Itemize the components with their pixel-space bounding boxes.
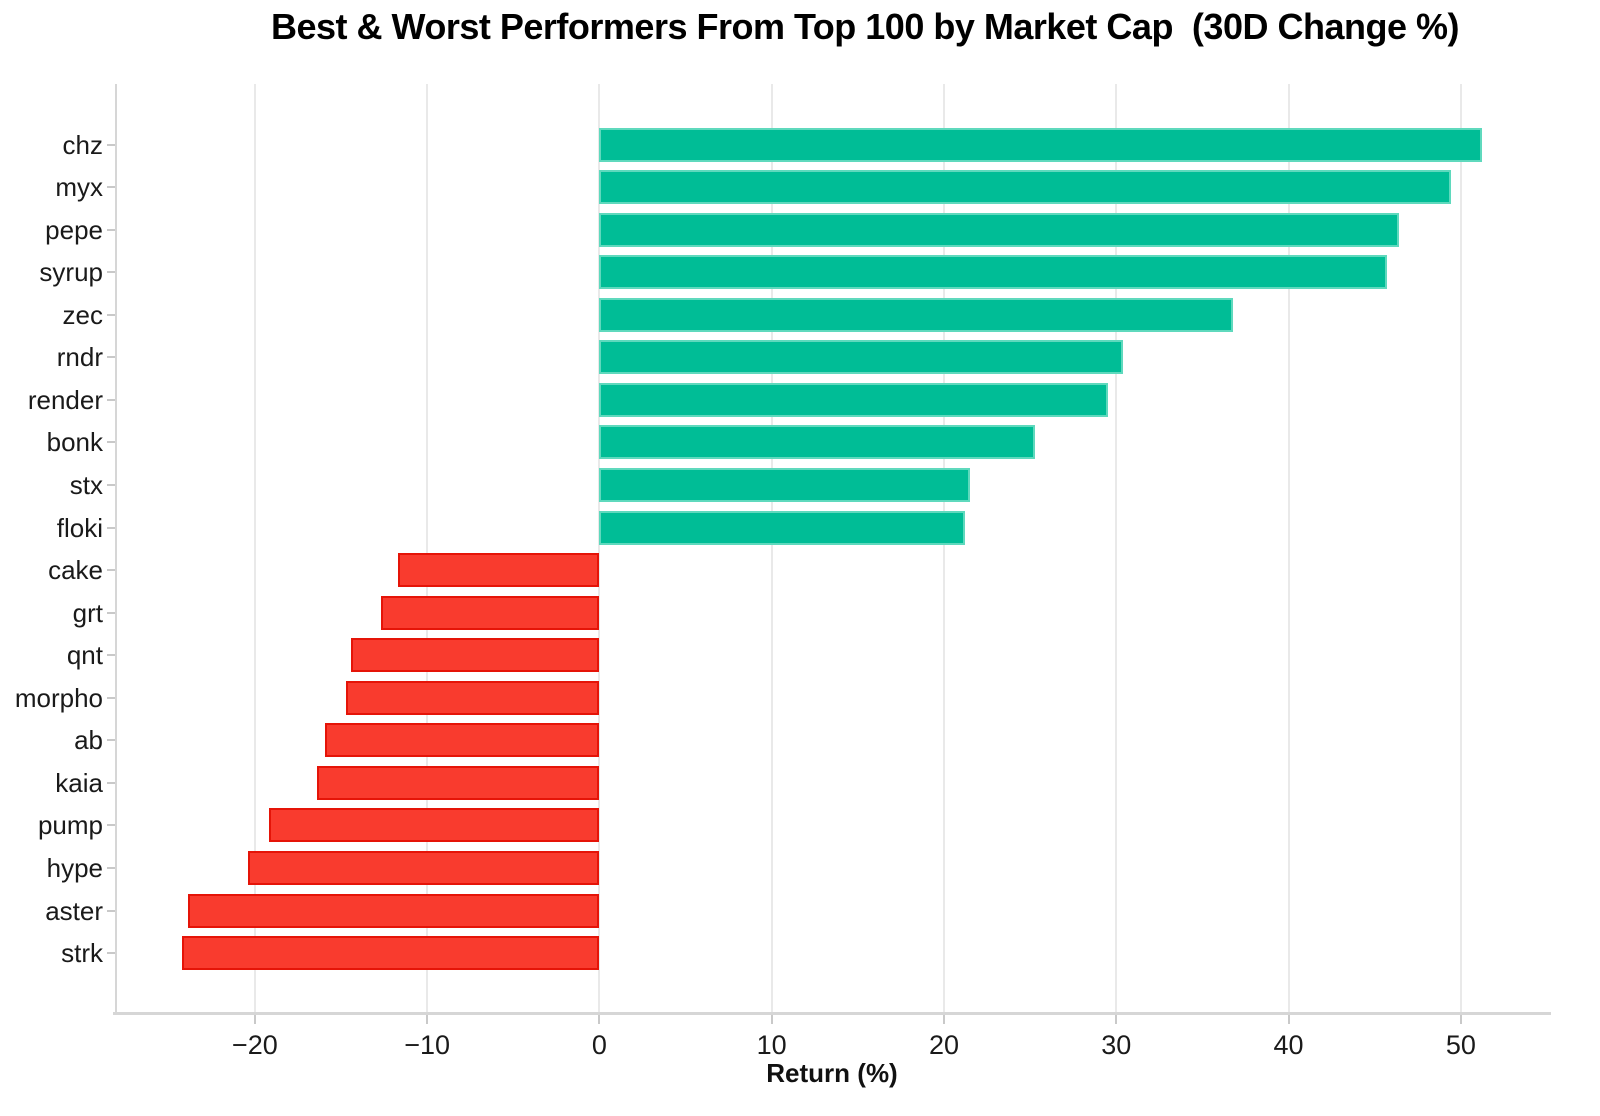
gridline-x--10 — [426, 84, 429, 1012]
bar-grt — [380, 595, 600, 630]
x-tick-mark — [1115, 1015, 1118, 1024]
x-tick-mark — [253, 1015, 256, 1024]
y-tick-mark — [107, 867, 115, 870]
y-tick-label-cake: cake — [48, 555, 103, 586]
gridline-x-30 — [1115, 84, 1118, 1012]
x-tick-label: 20 — [928, 1030, 959, 1060]
bar-hype — [247, 851, 600, 886]
y-tick-mark — [107, 228, 115, 231]
bar-morpho — [346, 680, 600, 715]
bar-chz — [599, 127, 1482, 162]
gridline-x-40 — [1287, 84, 1290, 1012]
y-tick-label-morpho: morpho — [14, 682, 103, 713]
y-tick-mark — [107, 398, 115, 401]
y-tick-label-aster: aster — [45, 895, 103, 926]
y-tick-mark — [107, 356, 115, 359]
chart-title: Best & Worst Performers From Top 100 by … — [271, 6, 1459, 47]
y-tick-mark — [107, 611, 115, 614]
y-tick-mark — [107, 441, 115, 444]
bar-strk — [182, 936, 600, 971]
gridline-x--20 — [253, 84, 256, 1012]
y-tick-label-bonk: bonk — [46, 427, 103, 458]
x-axis-label: Return (%) — [766, 1058, 898, 1088]
y-tick-label-syrup: syrup — [39, 257, 103, 288]
bar-aster — [187, 893, 600, 928]
y-tick-mark — [107, 824, 115, 827]
y-tick-mark — [107, 781, 115, 784]
x-tick-label: −20 — [231, 1030, 278, 1060]
y-axis-spine — [115, 84, 117, 1015]
y-tick-label-floki: floki — [56, 512, 103, 543]
y-tick-label-render: render — [27, 384, 103, 415]
bar-rndr — [599, 340, 1124, 375]
x-tick-mark — [1459, 1015, 1462, 1024]
y-tick-mark — [107, 143, 115, 146]
y-tick-mark — [107, 654, 115, 657]
y-tick-mark — [107, 739, 115, 742]
x-tick-label: 0 — [591, 1030, 607, 1060]
y-tick-label-myx: myx — [55, 172, 103, 203]
y-tick-mark — [107, 952, 115, 955]
y-tick-label-pump: pump — [37, 810, 103, 841]
bar-zec — [599, 297, 1234, 332]
y-tick-label-pepe: pepe — [45, 214, 103, 245]
x-tick-label: 40 — [1273, 1030, 1304, 1060]
y-tick-label-grt: grt — [72, 597, 103, 628]
bar-myx — [599, 170, 1451, 205]
x-tick-label: 50 — [1445, 1030, 1476, 1060]
y-tick-mark — [107, 569, 115, 572]
y-tick-label-stx: stx — [69, 469, 103, 500]
x-tick-mark — [770, 1015, 773, 1024]
bar-floki — [599, 510, 965, 545]
x-tick-mark — [942, 1015, 945, 1024]
bar-pepe — [599, 212, 1399, 247]
y-tick-mark — [107, 313, 115, 316]
bar-qnt — [351, 638, 600, 673]
bar-bonk — [599, 425, 1036, 460]
bar-stx — [599, 467, 970, 502]
x-axis-spine — [113, 1012, 1551, 1015]
x-tick-label: 30 — [1101, 1030, 1132, 1060]
y-tick-mark — [107, 483, 115, 486]
y-tick-label-kaia: kaia — [55, 767, 103, 798]
bar-kaia — [316, 765, 600, 800]
y-tick-label-strk: strk — [61, 938, 103, 969]
y-tick-label-rndr: rndr — [56, 342, 103, 373]
bar-pump — [268, 808, 600, 843]
y-tick-label-zec: zec — [62, 299, 103, 330]
bar-syrup — [599, 255, 1387, 290]
y-tick-label-chz: chz — [62, 129, 103, 160]
y-tick-mark — [107, 909, 115, 912]
bar-ab — [325, 723, 600, 758]
gridline-x-20 — [942, 84, 945, 1012]
bar-cake — [397, 553, 600, 588]
gridline-x-10 — [770, 84, 773, 1012]
gridline-x-50 — [1459, 84, 1462, 1012]
gridline-x-0 — [598, 84, 601, 1012]
bar-render — [599, 382, 1108, 417]
y-tick-mark — [107, 271, 115, 274]
y-tick-mark — [107, 696, 115, 699]
x-tick-mark — [426, 1015, 429, 1024]
x-tick-label: −10 — [404, 1030, 451, 1060]
y-tick-label-ab: ab — [74, 725, 103, 756]
y-tick-mark — [107, 526, 115, 529]
x-tick-mark — [1287, 1015, 1290, 1024]
x-tick-label: 10 — [756, 1030, 787, 1060]
y-tick-label-qnt: qnt — [66, 640, 103, 671]
plot-area: −20 −10 0 10 20 30 40 50 chz myx pepe syrup zec rndr r… — [15, 84, 1551, 1060]
x-tick-mark — [598, 1015, 601, 1024]
y-tick-label-hype: hype — [46, 853, 103, 884]
y-tick-mark — [107, 186, 115, 189]
